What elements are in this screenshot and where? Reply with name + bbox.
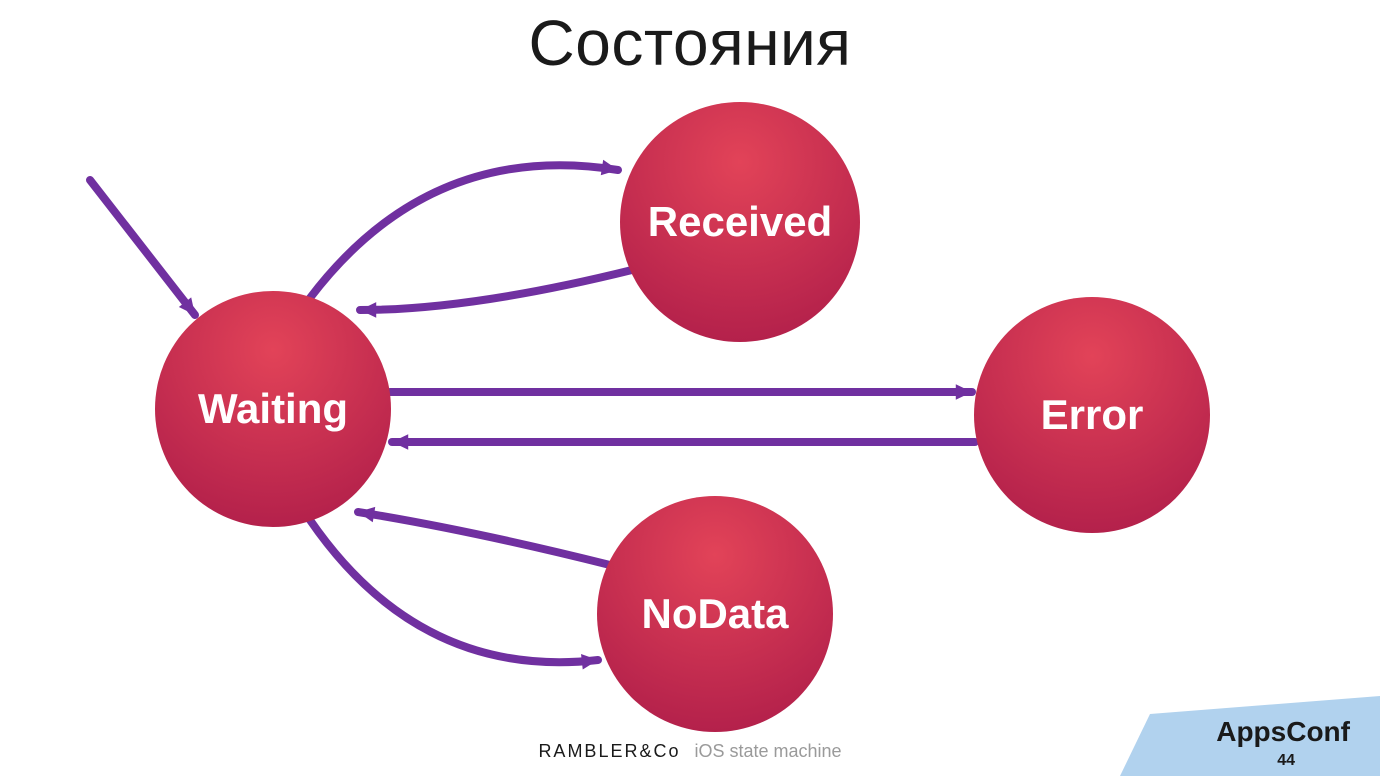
- edge-received-to-waiting: [360, 270, 632, 310]
- state-node-waiting: Waiting: [155, 291, 391, 527]
- edge-init-to-waiting: [90, 180, 195, 315]
- state-node-label: NoData: [641, 590, 788, 638]
- edge-waiting-to-nodata: [310, 520, 598, 662]
- state-node-label: Received: [648, 198, 832, 246]
- footer-subtitle: iOS state machine: [694, 741, 841, 762]
- arrowhead-icon: [360, 302, 376, 318]
- state-node-received: Received: [620, 102, 860, 342]
- conference-badge: AppsConf 44: [1120, 696, 1380, 776]
- state-node-label: Waiting: [198, 385, 348, 433]
- arrowhead-icon: [179, 297, 195, 315]
- arrowhead-icon: [956, 384, 972, 400]
- arrowhead-icon: [392, 434, 408, 450]
- badge-label: AppsConf: [1216, 716, 1350, 748]
- state-node-label: Error: [1041, 391, 1144, 439]
- arrowhead-icon: [601, 160, 618, 175]
- slide-title: Состояния: [0, 6, 1380, 80]
- state-node-error: Error: [974, 297, 1210, 533]
- footer-brand: RAMBLER&Co: [538, 741, 680, 762]
- edge-nodata-to-waiting: [358, 512, 610, 565]
- state-node-nodata: NoData: [597, 496, 833, 732]
- arrowhead-icon: [358, 507, 375, 522]
- badge-page-number: 44: [1277, 752, 1295, 770]
- edge-waiting-to-received: [310, 165, 618, 298]
- footer: RAMBLER&Co iOS state machine: [538, 741, 841, 762]
- arrowhead-icon: [581, 654, 598, 670]
